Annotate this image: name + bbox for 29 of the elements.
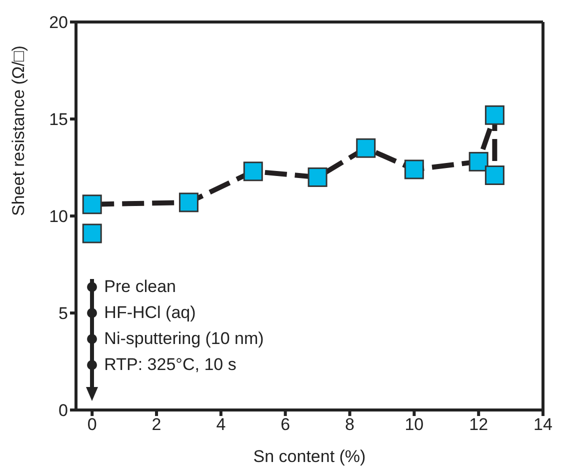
point (484, 166, 504, 186)
point (484, 105, 504, 125)
point (82, 194, 102, 214)
point (404, 160, 424, 180)
annotation: Ni-sputtering (10 nm) (104, 328, 264, 350)
point (468, 152, 488, 172)
y-axis-title: Sheet resistance (Ω/□) (9, 46, 28, 216)
x-tick-label: 4 (216, 415, 226, 434)
annotation: HF-HCl (aq) (104, 302, 196, 324)
point (178, 192, 198, 212)
y-tick-label: 0 (58, 401, 68, 420)
x-tick-label: 6 (280, 415, 290, 434)
x-tick-label: 10 (404, 415, 424, 434)
point (356, 138, 376, 158)
y-tick-label: 20 (49, 13, 68, 32)
point (243, 162, 263, 182)
x-tick-label: 0 (87, 415, 97, 434)
annotation: RTP: 325°C, 10 s (104, 354, 236, 376)
annotation: Pre clean (104, 276, 176, 298)
x-tick-label: 12 (469, 415, 488, 434)
y-tick-label: 10 (49, 207, 68, 226)
y-tick-label: 15 (49, 110, 68, 130)
point (82, 224, 102, 244)
x-axis-title: Sn content (%) (253, 447, 366, 466)
y-tick-label: 5 (58, 304, 68, 324)
x-tick-label: 2 (152, 415, 162, 434)
x-tick-label: 8 (345, 415, 354, 434)
point (308, 167, 328, 187)
x-tick-label: 14 (534, 415, 552, 434)
